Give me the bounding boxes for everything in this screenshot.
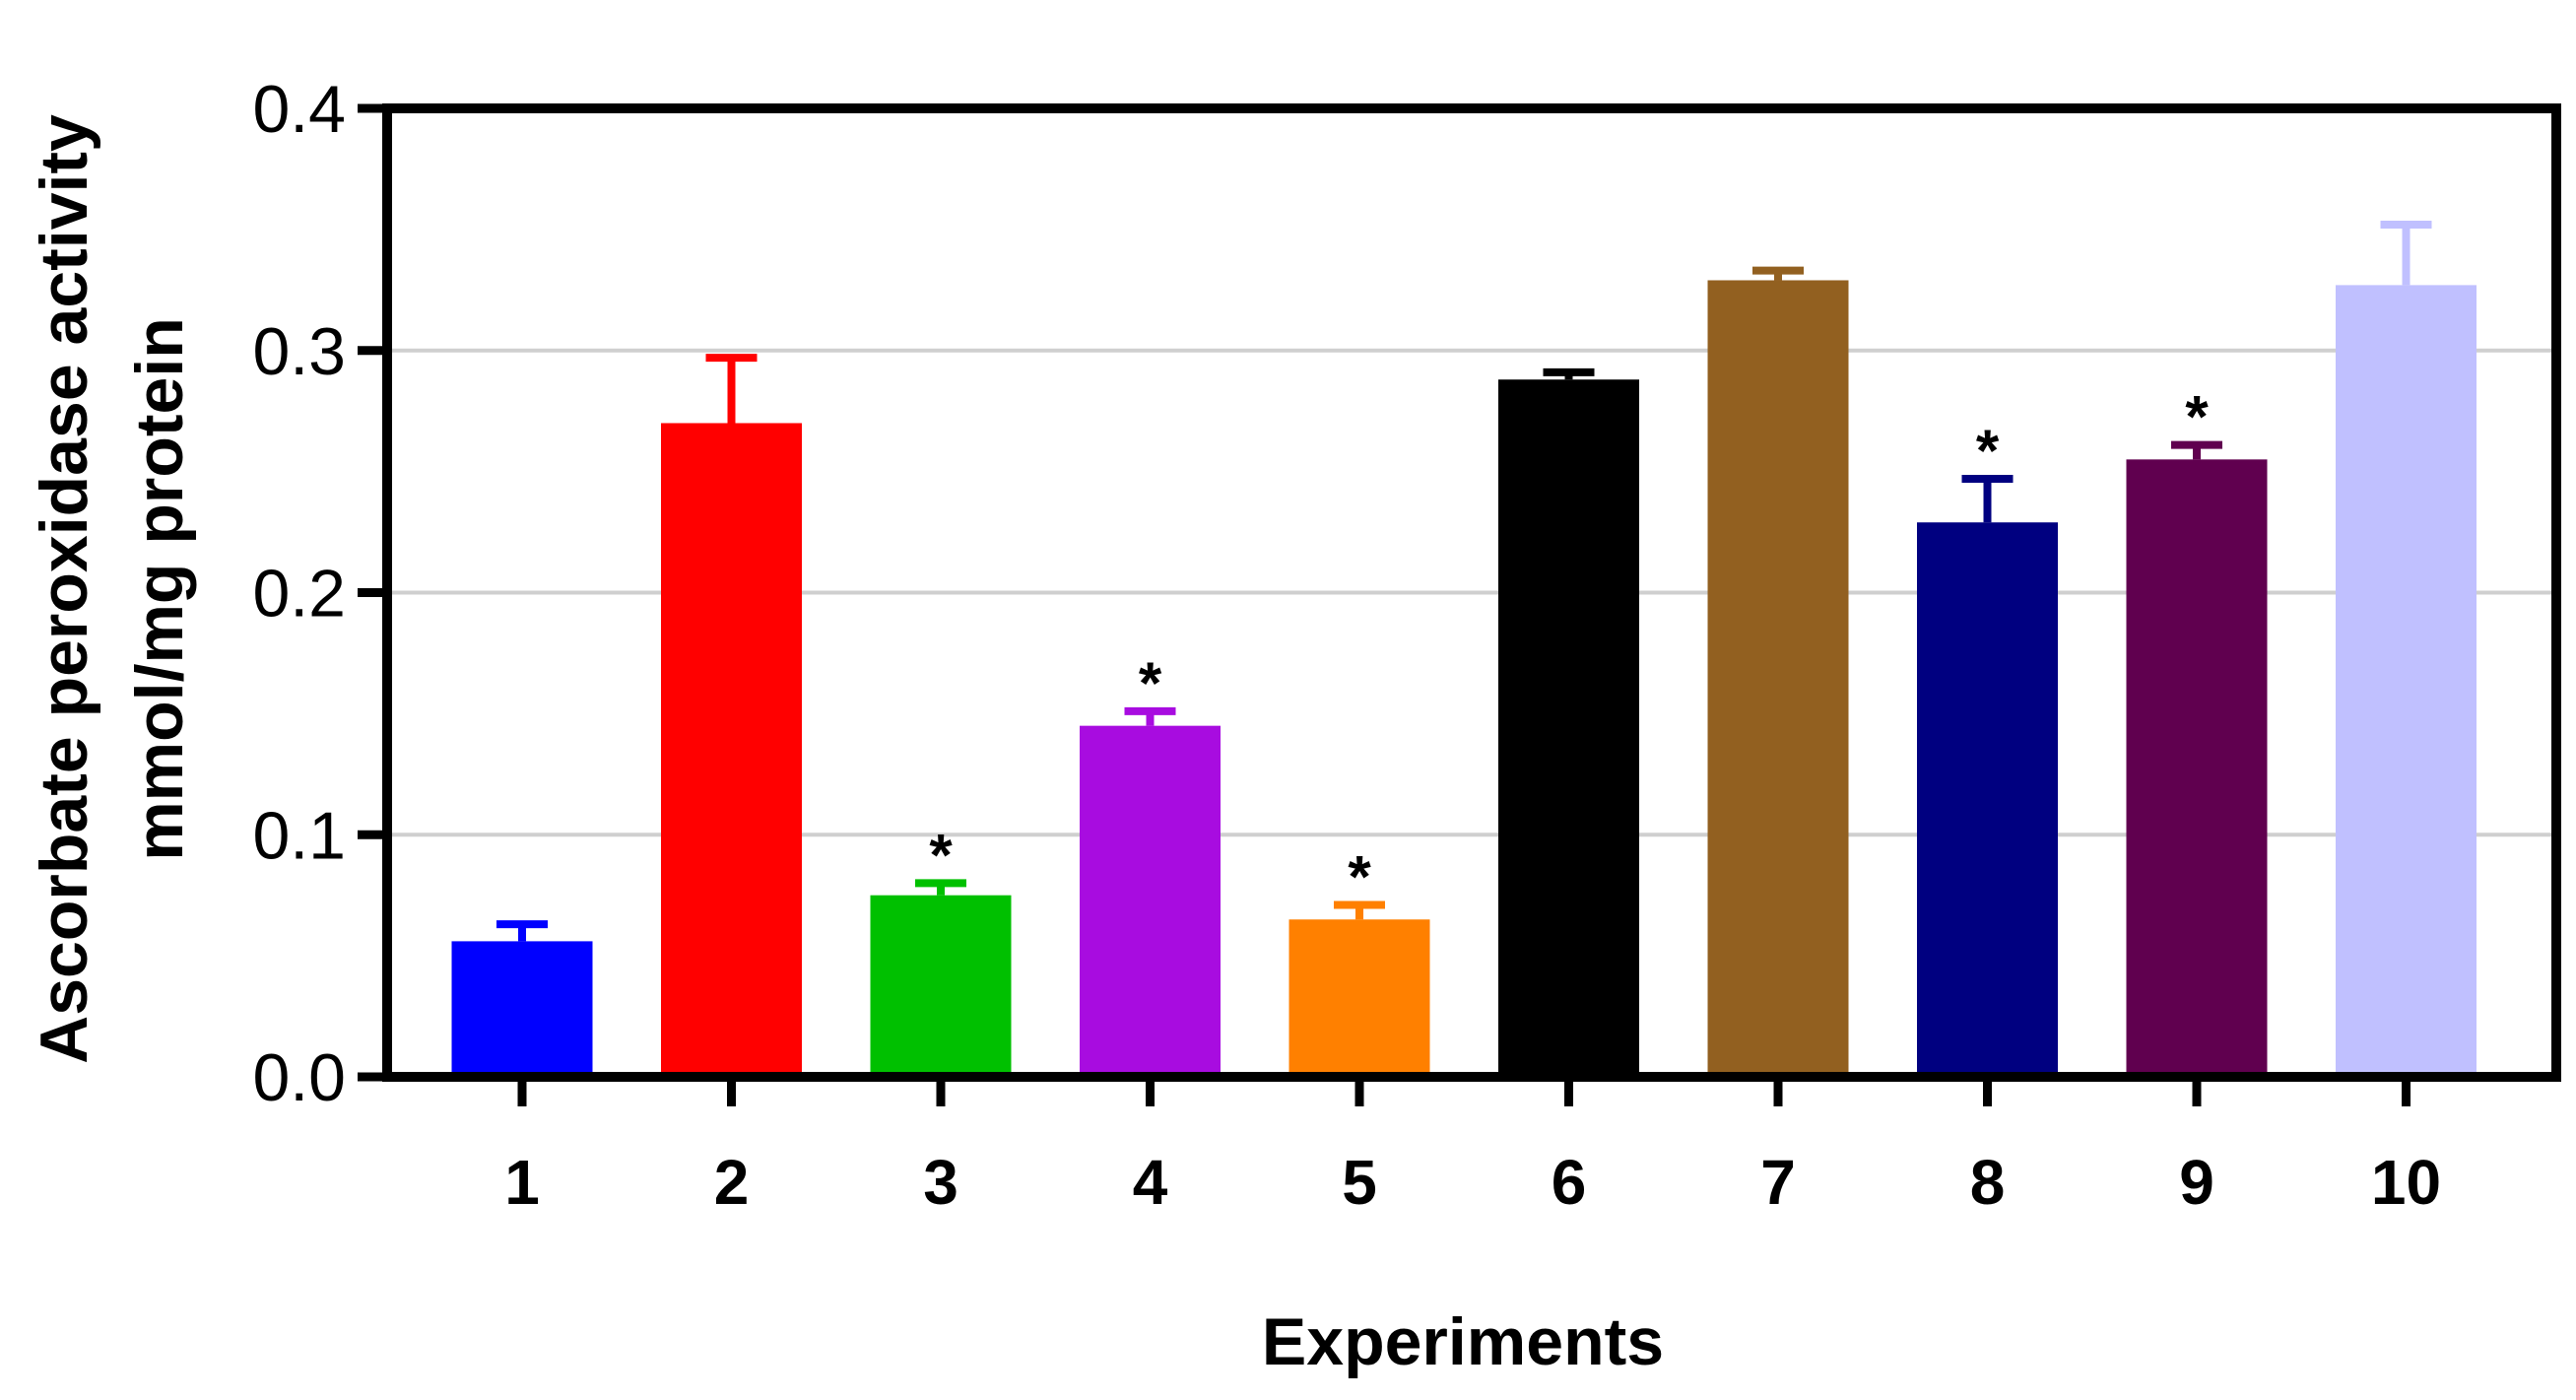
significance-mark-5: * xyxy=(1348,844,1371,910)
error-bar-8 xyxy=(1961,474,2014,523)
bar-8 xyxy=(1917,522,2058,1077)
error-bar-5 xyxy=(1334,900,1385,920)
error-bar-3 xyxy=(915,879,966,896)
y-tick-label: 0.4 xyxy=(252,72,346,147)
x-tick-label-5: 5 xyxy=(1342,1147,1377,1218)
bar-4 xyxy=(1080,725,1221,1077)
significance-mark-3: * xyxy=(929,822,953,888)
x-axis-title: Experiments xyxy=(1262,1304,1664,1379)
error-bar-4 xyxy=(1124,706,1176,726)
x-tick-label-6: 6 xyxy=(1552,1147,1587,1218)
bar-10 xyxy=(2336,285,2477,1078)
y-tick-label: 0.2 xyxy=(252,557,346,632)
error-bar-6 xyxy=(1543,367,1595,380)
y-tick-label: 0.3 xyxy=(252,314,346,389)
bar-1 xyxy=(451,941,593,1077)
y-tick-label: 0.1 xyxy=(252,798,346,873)
y-axis-title-line2: mmol/mg protein xyxy=(122,317,197,861)
error-bar-9 xyxy=(2171,440,2222,460)
significance-mark-4: * xyxy=(1139,650,1162,716)
y-axis-title-line1: Ascorbate peroxidase activity xyxy=(27,114,101,1064)
y-tick-label: 0.0 xyxy=(252,1040,346,1115)
significance-mark-8: * xyxy=(1976,418,2000,484)
error-bar-1 xyxy=(496,920,548,942)
x-tick-label-10: 10 xyxy=(2371,1147,2441,1218)
error-bar-7 xyxy=(1752,266,1804,281)
error-bar-10 xyxy=(2380,220,2432,286)
y-axis-ticks: 0.0 0.1 0.2 0.3 0.4 xyxy=(252,72,387,1115)
x-axis-ticks: 1 2 3 4 5 6 7 8 9 10 xyxy=(504,1077,2441,1218)
x-tick-label-2: 2 xyxy=(714,1147,750,1218)
bars xyxy=(451,280,2477,1078)
bar-6 xyxy=(1498,379,1639,1077)
significance-mark-9: * xyxy=(2185,384,2209,450)
x-tick-label-4: 4 xyxy=(1133,1147,1168,1218)
bar-9 xyxy=(2126,459,2268,1077)
significance-marks: * * * * * xyxy=(929,384,2209,910)
bar-5 xyxy=(1288,919,1430,1077)
x-tick-label-3: 3 xyxy=(923,1147,958,1218)
x-tick-label-8: 8 xyxy=(1970,1147,2006,1218)
bar-3 xyxy=(870,895,1012,1077)
error-bar-2 xyxy=(705,354,758,424)
error-bars xyxy=(496,220,2432,942)
x-tick-label-9: 9 xyxy=(2179,1147,2214,1218)
x-tick-label-1: 1 xyxy=(504,1147,540,1218)
x-tick-label-7: 7 xyxy=(1760,1147,1796,1218)
bar-2 xyxy=(661,423,802,1078)
bar-7 xyxy=(1707,280,1849,1077)
